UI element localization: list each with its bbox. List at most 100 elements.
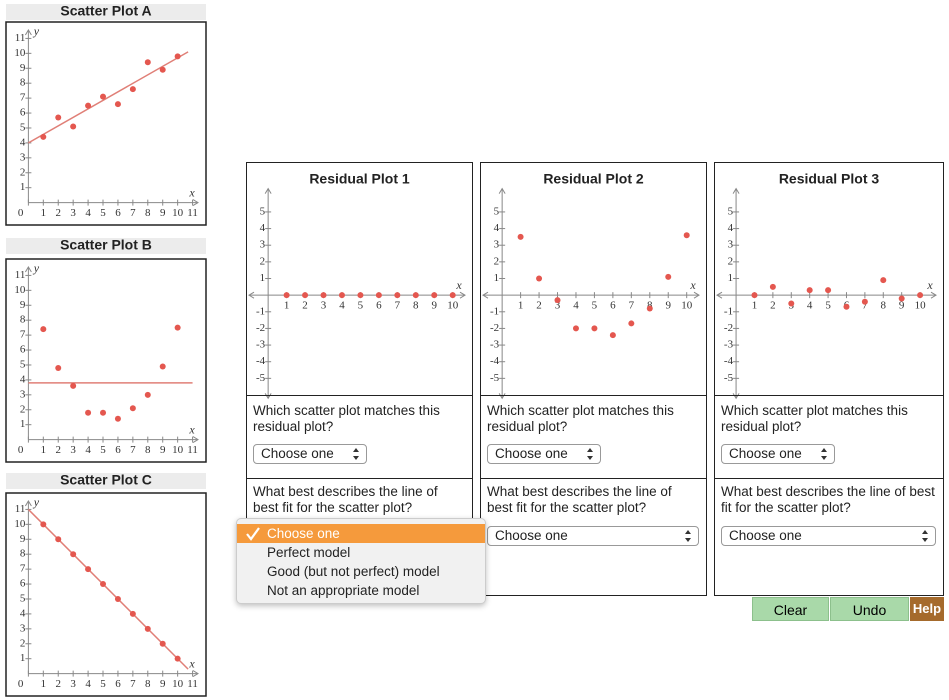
chart-title: Residual Plot 1 xyxy=(309,171,410,187)
x-tick-label: 5 xyxy=(825,300,831,312)
menu-option[interactable]: Good (but not perfect) model xyxy=(267,564,440,579)
x-tick-label: 4 xyxy=(339,300,345,312)
data-point xyxy=(114,595,121,602)
data-point xyxy=(40,133,47,140)
y-tick-label: -2 xyxy=(724,322,733,334)
y-tick-label: 9 xyxy=(20,533,26,545)
y-tick-label: 3 xyxy=(494,239,500,251)
x-tick-label: 3 xyxy=(70,207,76,219)
axis-arrow xyxy=(498,187,506,194)
panel-divider xyxy=(714,395,944,396)
x-tick-label: 9 xyxy=(160,678,166,690)
data-point xyxy=(100,581,107,588)
x-tick-label: 3 xyxy=(70,678,76,690)
checkmark-path xyxy=(246,527,260,541)
data-point xyxy=(174,53,181,60)
data-point xyxy=(898,295,905,302)
undo-button[interactable]: Undo xyxy=(830,597,909,621)
data-point xyxy=(283,292,290,299)
axis-arrow xyxy=(930,291,937,299)
menu-option[interactable]: Perfect model xyxy=(267,545,351,560)
x-tick-label: 7 xyxy=(130,678,136,690)
data-point xyxy=(302,292,309,299)
y-tick-label: 6 xyxy=(20,578,26,590)
data-point xyxy=(159,66,166,73)
x-tick-label: 2 xyxy=(302,300,308,312)
y-tick-label: 8 xyxy=(20,77,26,89)
y-tick-label: 1 xyxy=(260,272,266,284)
chart-title: Scatter Plot C xyxy=(60,472,152,488)
data-point xyxy=(174,324,181,331)
y-tick-label: 8 xyxy=(20,548,26,560)
y-axis-label: y xyxy=(33,495,40,509)
menu-option[interactable]: Choose one xyxy=(237,524,485,543)
data-point xyxy=(536,275,543,282)
match-select[interactable]: Choose one xyxy=(253,444,367,464)
residual-panel xyxy=(480,162,707,596)
x-tick-label: 9 xyxy=(160,207,166,219)
data-point xyxy=(55,536,62,543)
y-tick-label: 7 xyxy=(20,92,26,104)
x-tick-label: 2 xyxy=(536,300,542,312)
y-tick-label: 5 xyxy=(20,359,26,371)
y-tick-label: 3 xyxy=(260,239,266,251)
data-point xyxy=(159,640,166,647)
fit-prompt: What best describes the line of best fit… xyxy=(487,484,672,515)
axis-arrow xyxy=(716,291,723,299)
x-axis-label: x xyxy=(188,656,195,670)
match-select[interactable]: Choose one xyxy=(721,444,835,464)
y-tick-label: 4 xyxy=(494,222,500,234)
residual-panel xyxy=(714,162,944,596)
x-tick-label: 5 xyxy=(100,444,106,456)
data-point xyxy=(806,287,813,294)
axis-arrow xyxy=(693,291,700,299)
x-tick-label: 6 xyxy=(115,678,121,690)
data-point xyxy=(114,101,121,108)
x-tick-label: 2 xyxy=(770,300,776,312)
y-tick-label: 9 xyxy=(20,62,26,74)
x-tick-label: 4 xyxy=(573,300,579,312)
x-tick-label: 2 xyxy=(55,678,61,690)
y-tick-label: 3 xyxy=(20,622,26,634)
menu-option[interactable]: Not an appropriate model xyxy=(267,583,420,598)
data-point xyxy=(70,382,77,389)
title-band xyxy=(6,4,206,20)
data-point xyxy=(751,292,758,299)
data-point xyxy=(375,292,382,299)
y-tick-label: 10 xyxy=(14,284,26,296)
y-tick-label: -1 xyxy=(256,305,265,317)
y-tick-label: -5 xyxy=(256,372,266,384)
y-tick-label: 5 xyxy=(20,593,26,605)
x-tick-label: 7 xyxy=(395,300,401,312)
data-point xyxy=(861,298,868,305)
fit-select[interactable]: Choose one xyxy=(721,526,936,546)
x-tick-label: 5 xyxy=(100,678,106,690)
x-tick-label: 7 xyxy=(130,444,136,456)
x-tick-label: 6 xyxy=(115,207,121,219)
y-tick-label: 7 xyxy=(20,329,26,341)
x-tick-label: 7 xyxy=(862,300,868,312)
data-point xyxy=(55,364,62,371)
data-point xyxy=(609,332,616,339)
data-point xyxy=(144,59,151,66)
y-tick-label: 6 xyxy=(20,344,26,356)
panel-divider xyxy=(714,478,944,479)
data-point xyxy=(572,325,579,332)
chart-title: Scatter Plot B xyxy=(60,237,152,253)
data-point xyxy=(129,610,136,617)
fit-prompt: What best describes the line of best fit… xyxy=(253,484,438,515)
data-point xyxy=(70,123,77,130)
match-select[interactable]: Choose one xyxy=(487,444,601,464)
y-tick-label: 4 xyxy=(20,373,26,385)
x-tick-label: 6 xyxy=(610,300,616,312)
clear-button[interactable]: Clear xyxy=(752,597,829,621)
y-tick-label: 9 xyxy=(20,299,26,311)
help-button[interactable]: Help xyxy=(910,597,944,621)
y-tick-label: 11 xyxy=(15,503,26,515)
fit-select[interactable]: Choose one xyxy=(487,526,699,546)
x-tick-label: 4 xyxy=(85,207,91,219)
data-point xyxy=(788,300,795,307)
x-tick-label: 9 xyxy=(431,300,437,312)
data-point xyxy=(55,114,62,121)
